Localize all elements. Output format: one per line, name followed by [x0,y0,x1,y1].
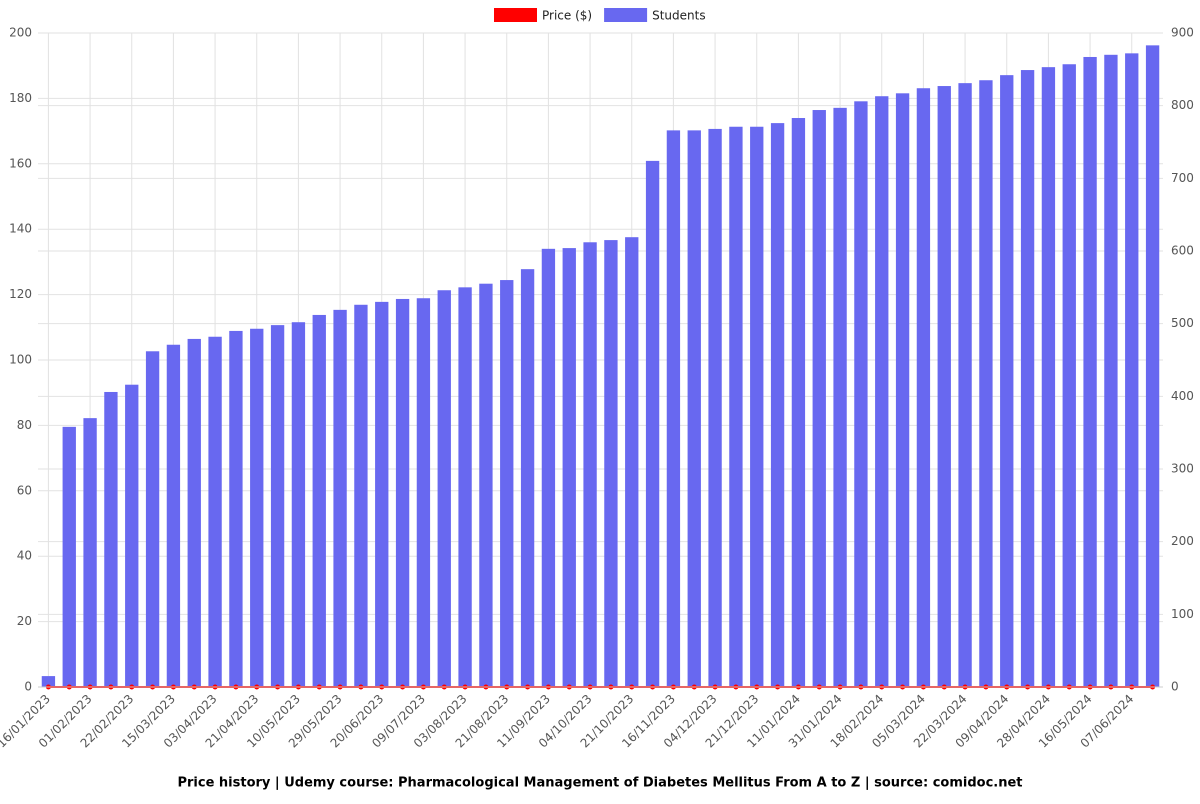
legend-label: Price ($) [542,9,592,23]
bar [833,107,847,687]
bar [395,298,410,687]
bar [1062,64,1076,688]
bar [270,325,285,687]
bar [1000,75,1014,687]
bar [354,304,368,687]
bar [312,314,326,687]
bar [770,123,785,687]
y-tick-label: 40 [17,549,32,563]
bar [708,128,722,688]
bar [541,248,556,687]
bar [1083,56,1097,688]
bar [41,676,56,687]
bar [1145,45,1160,687]
y-tick-label: 20 [17,614,32,628]
y-tick-label: 180 [9,91,32,105]
bar [208,336,222,687]
y2-tick-label: 300 [1171,462,1194,476]
bar [250,328,264,687]
bar [937,86,951,687]
bar [375,301,389,687]
bar [583,242,597,687]
legend-swatch [604,8,648,22]
bar [645,160,660,688]
bar [729,126,743,688]
chart-title: Price history | Udemy course: Pharmacolo… [177,776,1022,791]
y-tick-label: 0 [24,680,32,694]
bar [229,330,243,687]
y-tick-label: 120 [9,287,32,301]
bar [562,248,576,688]
bar [187,338,201,687]
y2-tick-label: 100 [1171,607,1194,621]
bar [437,290,451,687]
legend-swatch [494,8,537,22]
y-tick-label: 200 [9,26,32,40]
bar [1041,67,1056,688]
bar [1020,70,1035,687]
bar [895,93,910,687]
legend-label: Students [652,9,706,23]
bar [750,126,764,688]
bar [875,96,889,688]
bar [166,344,181,687]
bar [854,101,868,688]
bar [916,88,931,687]
bar [666,130,681,687]
bar [979,80,993,687]
y-tick-label: 140 [9,222,32,236]
bar [145,351,160,687]
y2-tick-label: 900 [1171,26,1194,40]
y2-tick-label: 600 [1171,244,1194,258]
bar [604,240,618,687]
y-tick-label: 80 [17,418,32,432]
y2-tick-label: 800 [1171,98,1194,112]
y-tick-label: 160 [9,156,32,170]
bar [83,418,97,687]
bar [812,110,826,687]
y2-tick-label: 200 [1171,534,1194,548]
bar [479,283,493,687]
bar [1104,54,1118,688]
bar [333,309,347,687]
y2-tick-label: 0 [1171,680,1179,694]
bar [62,426,76,687]
bar [500,280,514,687]
bar [291,322,306,687]
y-tick-label: 100 [9,353,32,367]
y-tick-label: 60 [17,483,32,497]
bar [687,130,701,687]
bar [104,391,118,687]
bar [625,237,639,687]
bar [1125,53,1139,687]
bar [458,287,472,687]
y2-tick-label: 700 [1171,171,1194,185]
y2-tick-label: 400 [1171,389,1194,403]
bar [958,83,972,687]
bar [520,269,535,687]
bar [791,118,806,687]
bar [416,298,431,687]
y2-tick-label: 500 [1171,316,1194,330]
bar [125,384,139,687]
